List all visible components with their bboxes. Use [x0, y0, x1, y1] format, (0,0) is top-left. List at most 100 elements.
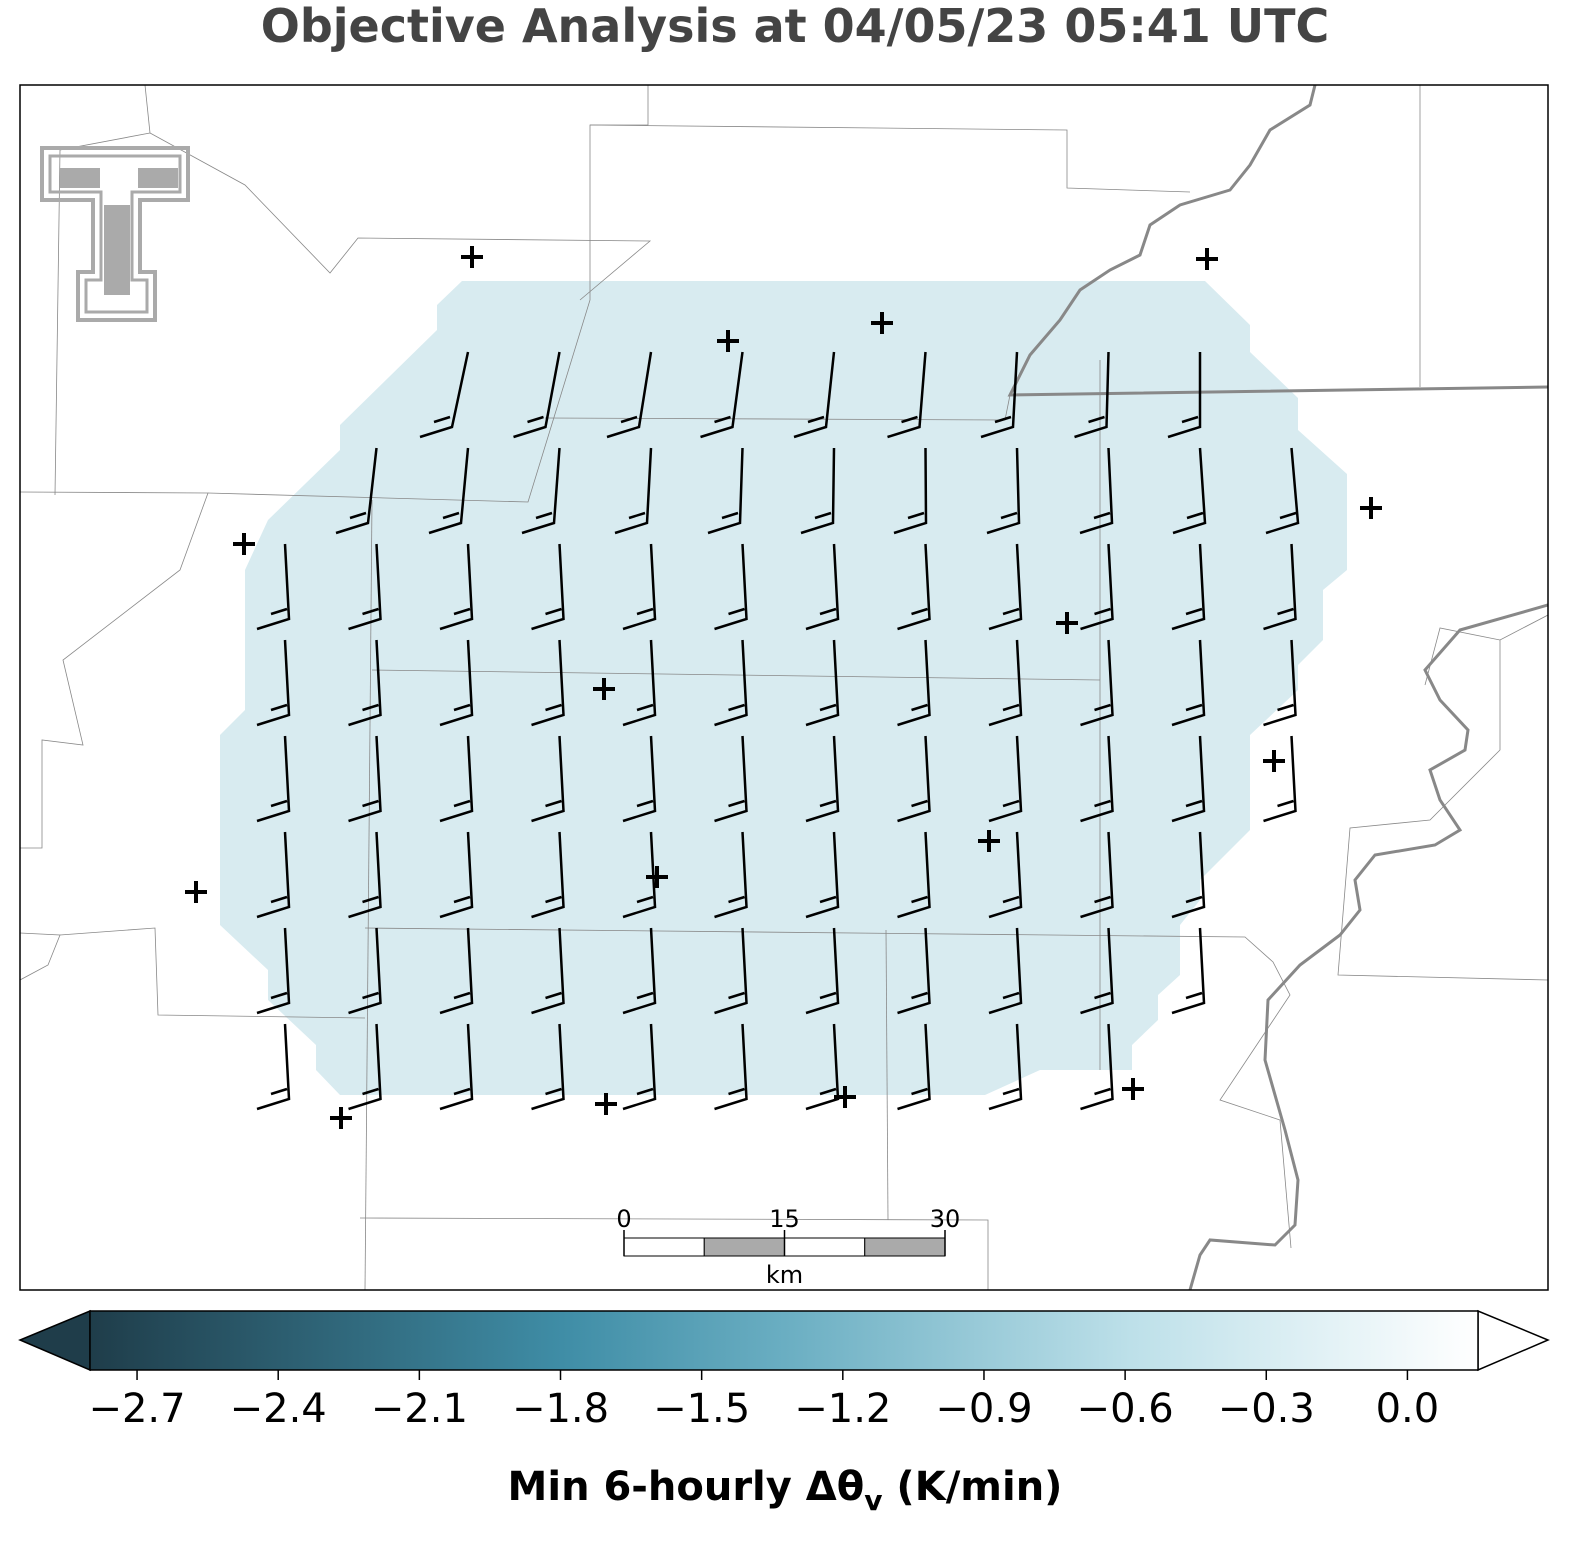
wind-barb: [622, 639, 657, 727]
wind-barb: [1080, 543, 1114, 631]
wind-barb: [531, 639, 565, 727]
wind-barb: [1263, 543, 1297, 631]
wind-barb: [897, 639, 931, 727]
station: [646, 866, 668, 888]
wind-barb: [256, 735, 291, 823]
wind-barb: [988, 735, 1023, 823]
wind-barb: [521, 447, 561, 535]
wind-barb: [622, 927, 657, 1015]
wind-barb: [897, 927, 931, 1015]
wind-barb: [1171, 543, 1206, 631]
station: [717, 330, 739, 352]
wind-barb: [700, 351, 744, 439]
colorbar-tick-label: −0.9: [935, 1386, 1032, 1432]
wind-barb: [1265, 447, 1300, 535]
colorbar-tick-label: −2.7: [88, 1386, 185, 1432]
colorbar-tick-label: −0.3: [1218, 1386, 1315, 1432]
wind-barb: [256, 543, 291, 631]
station: [461, 246, 483, 268]
wind-barb: [1080, 1023, 1114, 1111]
wind-barb: [893, 447, 928, 535]
station: [1122, 1078, 1144, 1100]
colorbar-tick-label: −1.8: [512, 1386, 609, 1432]
station: [1056, 612, 1078, 634]
wind-barb: [531, 927, 565, 1015]
wind-barb: [531, 831, 565, 919]
wind-barb: [439, 927, 474, 1015]
wind-barb: [348, 1023, 382, 1111]
wind-barb: [256, 1023, 291, 1111]
wind-barb: [1080, 735, 1114, 823]
wind-barb: [335, 447, 378, 535]
title: Objective Analysis at 04/05/23 05:41 UTC: [261, 0, 1330, 53]
station: [834, 1086, 856, 1108]
wind-barb: [988, 639, 1023, 727]
station: [593, 678, 615, 700]
scale-unit: km: [766, 1261, 803, 1289]
wind-barb: [793, 351, 836, 439]
wind-barb: [256, 639, 291, 727]
station: [978, 830, 1000, 852]
wind-barb: [513, 351, 561, 439]
scale-bar: 0 15 30 km: [616, 1205, 960, 1289]
wind-barb: [1171, 927, 1206, 1015]
wind-barb: [897, 1023, 931, 1111]
wind-barb: [531, 1023, 565, 1111]
wind-barb: [1263, 639, 1297, 727]
wind-barb: [439, 543, 474, 631]
wind-barb: [531, 735, 565, 823]
wind-barb: [800, 447, 836, 535]
wind-barb: [1074, 351, 1110, 439]
wind-barb: [805, 927, 840, 1015]
logo: [40, 146, 190, 322]
wind-barb: [714, 927, 748, 1015]
scale-segment: [864, 1237, 946, 1257]
station: [1196, 248, 1218, 270]
wind-barb: [531, 543, 565, 631]
wind-barb: [714, 831, 748, 919]
wind-barb: [622, 831, 657, 919]
colorbar-tick-label: −1.2: [794, 1386, 891, 1432]
colorbar-label-main: Min 6-hourly Δθ: [508, 1464, 865, 1510]
wind-barb: [622, 1023, 657, 1111]
station: [1360, 497, 1382, 519]
scale-segment: [703, 1237, 785, 1257]
wind-barb: [439, 831, 474, 919]
wind-barb: [986, 447, 1021, 535]
wind-barb: [428, 447, 470, 535]
wind-barb: [348, 735, 382, 823]
wind-barb: [714, 639, 748, 727]
wind-barb: [348, 543, 382, 631]
wind-barb: [897, 543, 931, 631]
wind-barb: [805, 639, 840, 727]
wind-barb: [439, 639, 474, 727]
wind-barb: [1079, 447, 1114, 535]
wind-barb: [1263, 735, 1297, 823]
wind-barb: [988, 1023, 1023, 1111]
stations: [185, 246, 1382, 1129]
wind-barb: [988, 831, 1023, 919]
wind-barb: [614, 447, 653, 535]
station: [871, 312, 893, 334]
scale-tick-label: 15: [769, 1205, 800, 1233]
colorbar-tick-label: 0.0: [1376, 1386, 1440, 1432]
station: [1263, 750, 1285, 772]
scale-tick-label: 0: [616, 1205, 631, 1233]
wind-barb: [980, 351, 1019, 439]
station: [233, 533, 255, 555]
wind-barb: [1080, 639, 1114, 727]
colorbar-tick-label: −2.4: [230, 1386, 327, 1432]
wind-barb: [887, 351, 927, 439]
colorbar-label-unit: (K/min): [882, 1464, 1062, 1510]
wind-barb: [897, 831, 931, 919]
analysis-field: [220, 281, 1347, 1095]
wind-barb: [1171, 735, 1206, 823]
wind-barb: [439, 1023, 474, 1111]
wind-barb: [348, 927, 382, 1015]
wind-barb: [805, 543, 840, 631]
wind-barb: [622, 543, 657, 631]
map-frame: [19, 84, 1549, 1291]
wind-barb: [714, 1023, 748, 1111]
wind-barbs: [256, 351, 1300, 1111]
